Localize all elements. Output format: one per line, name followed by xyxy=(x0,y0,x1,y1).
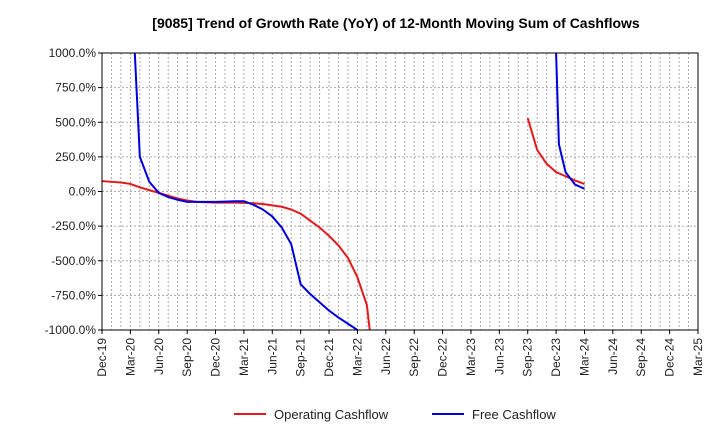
plot-border xyxy=(101,52,699,331)
series-line xyxy=(133,52,358,331)
x-tick-label: Jun-20 xyxy=(152,338,166,375)
y-tick-label: 1000.0% xyxy=(49,46,97,60)
x-tick-label: Sep-23 xyxy=(521,338,535,377)
x-tick-label: Jun-22 xyxy=(379,338,393,375)
x-tick-label: Mar-21 xyxy=(237,338,251,376)
x-tick-label: Dec-20 xyxy=(209,338,223,377)
series-line xyxy=(101,180,371,331)
x-tick-label: Mar-20 xyxy=(123,338,137,376)
x-tick-label: Mar-23 xyxy=(464,338,478,376)
y-axis: 1000.0% 750.0% 500.0% 250.0% 0.0% -250.0% -500… xyxy=(45,46,102,337)
y-tick-label: 0.0% xyxy=(69,185,97,199)
y-tick-label: 500.0% xyxy=(55,115,96,129)
x-tick-label: Mar-25 xyxy=(691,338,705,376)
legend-label: Free Cashflow xyxy=(472,407,556,422)
series-line xyxy=(526,117,585,185)
x-axis: Dec-19 Mar-20 Jun-20 Sep-20 Dec-20 Mar-21 Jun-… xyxy=(95,330,705,377)
x-tick-label: Mar-22 xyxy=(350,338,364,376)
chart-title: [9085] Trend of Growth Rate (YoY) of 12-… xyxy=(152,15,640,31)
x-tick-label: Jun-24 xyxy=(606,338,620,375)
x-tick-label: Sep-24 xyxy=(634,338,648,377)
x-tick-label: Sep-21 xyxy=(294,338,308,377)
y-tick-label: 250.0% xyxy=(55,150,96,164)
y-tick-label: -750.0% xyxy=(51,288,96,302)
series-operating-cashflow xyxy=(101,117,585,331)
series-layer xyxy=(101,52,585,331)
y-tick-label: -1000.0% xyxy=(45,323,97,337)
y-tick-label: -500.0% xyxy=(51,254,96,268)
x-tick-label: Dec-22 xyxy=(436,338,450,377)
x-tick-label: Dec-19 xyxy=(95,338,109,377)
series-free-cashflow xyxy=(133,52,585,331)
x-tick-label: Dec-23 xyxy=(549,338,563,377)
y-tick-label: 750.0% xyxy=(55,81,96,95)
x-tick-label: Jun-23 xyxy=(492,338,506,375)
legend: Operating Cashflow Free Cashflow xyxy=(234,407,556,422)
x-tick-label: Dec-21 xyxy=(322,338,336,377)
x-tick-label: Jun-21 xyxy=(265,338,279,375)
series-line xyxy=(555,52,585,190)
x-tick-label: Dec-24 xyxy=(663,338,677,377)
y-tick-label: -250.0% xyxy=(51,219,96,233)
legend-label: Operating Cashflow xyxy=(274,407,389,422)
x-tick-label: Sep-22 xyxy=(407,338,421,377)
x-tick-label: Sep-20 xyxy=(180,338,194,377)
x-tick-label: Mar-24 xyxy=(577,338,591,376)
